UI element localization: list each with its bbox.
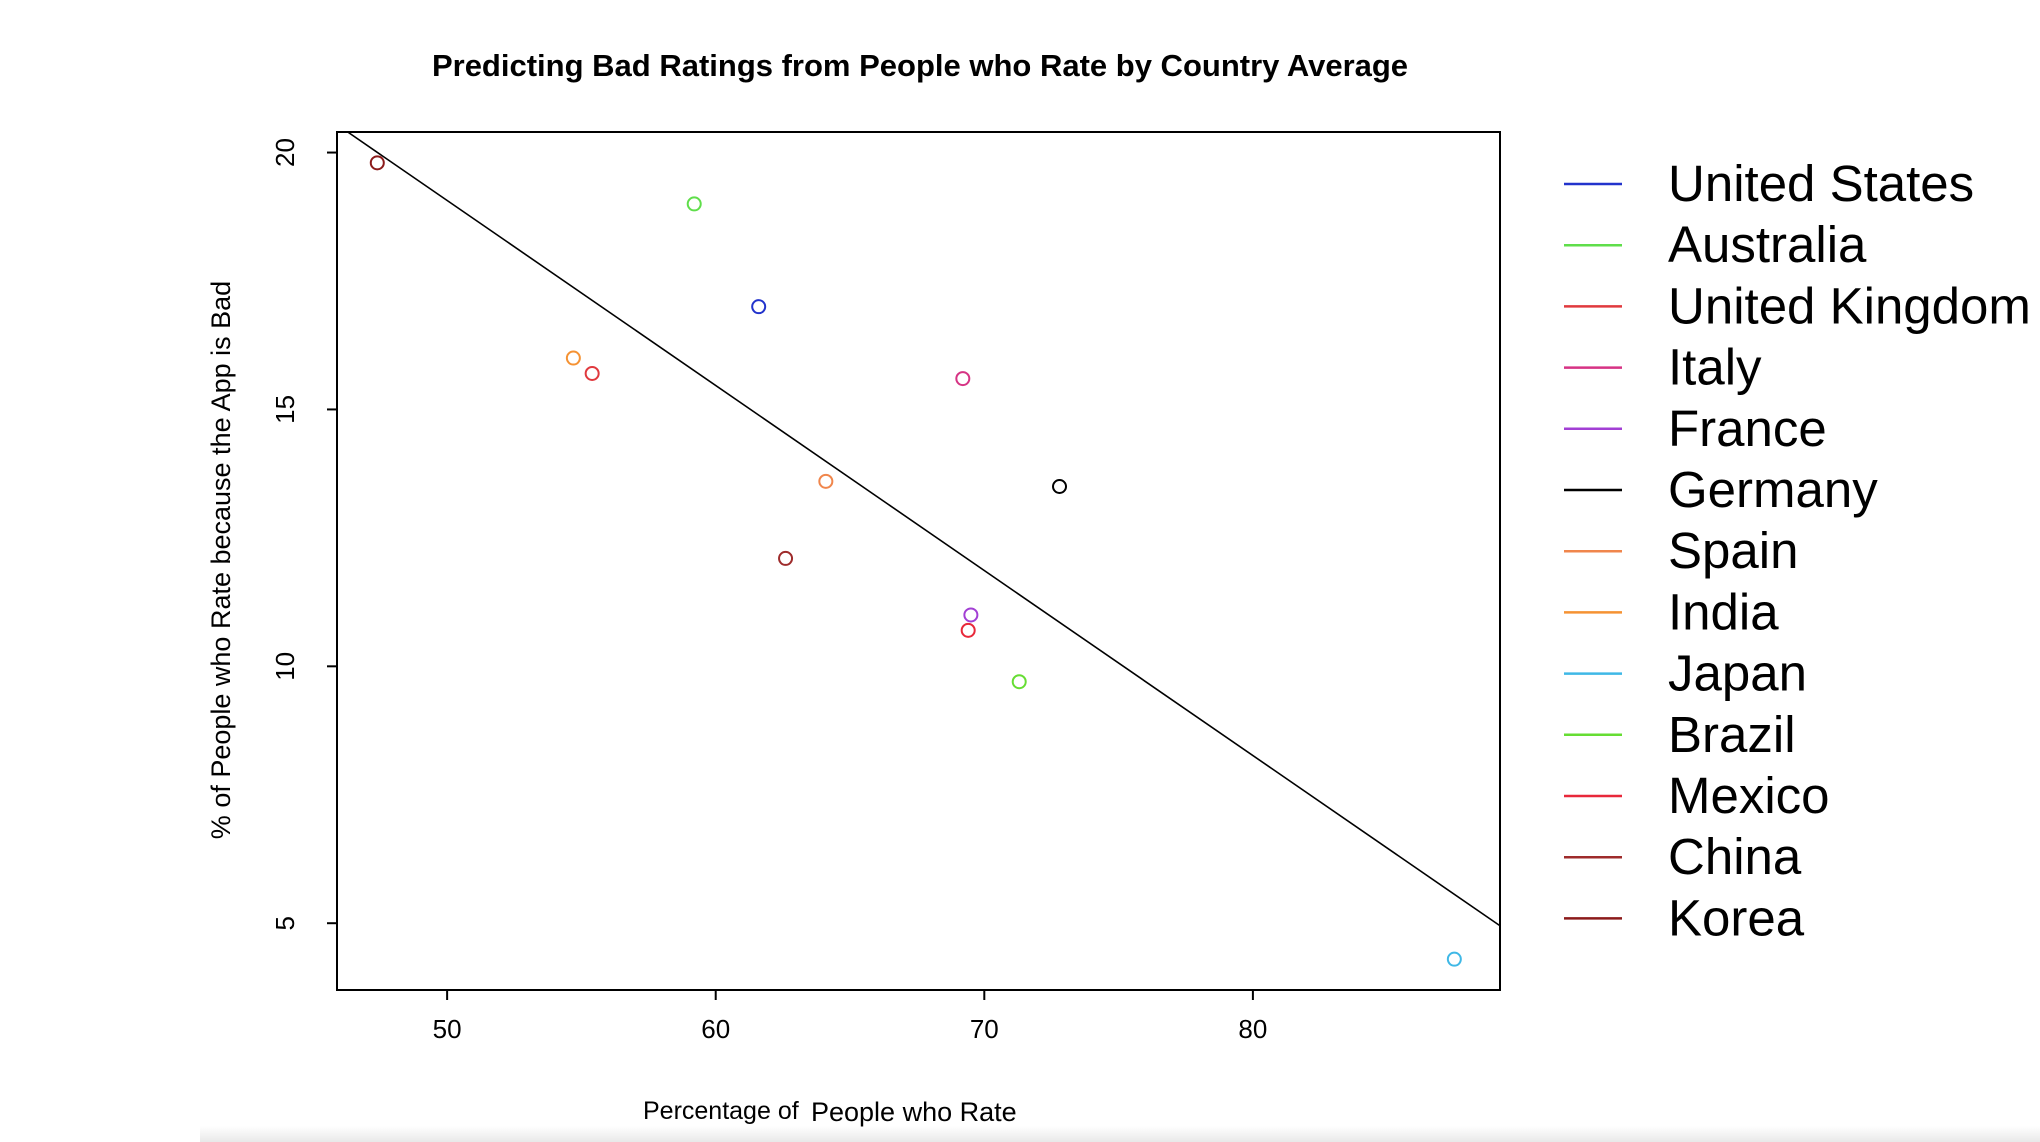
plot-frame — [336, 131, 1501, 991]
legend-label-mexico: Mexico — [1668, 767, 1830, 824]
point-italy — [955, 371, 971, 387]
point-india — [565, 350, 581, 366]
x-tick-label: 60 — [701, 1014, 730, 1044]
x-axis-label-prefix: Percentage of — [643, 1097, 799, 1125]
point-united-states — [751, 299, 767, 315]
legend-label-japan: Japan — [1668, 645, 1807, 702]
y-tick-label: 5 — [270, 916, 300, 930]
legend-label-italy: Italy — [1668, 339, 1762, 396]
legend-label-spain: Spain — [1668, 522, 1798, 579]
point-germany — [1052, 479, 1068, 495]
regression-line — [347, 131, 1501, 927]
legend-label-korea: Korea — [1668, 889, 1805, 946]
x-tick-label: 50 — [433, 1014, 462, 1044]
legend-label-australia: Australia — [1668, 216, 1867, 273]
point-france — [963, 607, 979, 623]
x-tick-label: 70 — [970, 1014, 999, 1044]
y-tick-label: 20 — [270, 138, 300, 167]
x-tick-label: 80 — [1238, 1014, 1267, 1044]
point-china — [778, 550, 794, 566]
legend-label-united-kingdom: United Kingdom — [1668, 277, 2031, 334]
point-korea — [369, 155, 385, 171]
legend-label-germany: Germany — [1668, 461, 1878, 518]
chart-title: Predicting Bad Ratings from People who R… — [432, 48, 1408, 83]
y-tick-label: 10 — [270, 652, 300, 681]
y-tick-label: 15 — [270, 395, 300, 424]
bottom-shadow — [200, 1126, 2040, 1142]
data-points — [369, 155, 1462, 967]
y-axis-label: % of People who Rate because the App is … — [206, 281, 236, 839]
legend-label-united-states: United States — [1668, 155, 1974, 212]
x-axis-label: People who Rate — [811, 1097, 1017, 1127]
point-brazil — [1011, 674, 1027, 690]
y-axis: 5 10 15 20 — [270, 138, 337, 930]
point-united-kingdom — [584, 365, 600, 381]
legend-label-france: France — [1668, 400, 1827, 457]
legend-label-brazil: Brazil — [1668, 706, 1796, 763]
legend-label-india: India — [1668, 583, 1779, 640]
legend-label-china: China — [1668, 828, 1802, 885]
point-mexico — [960, 622, 976, 638]
point-japan — [1446, 951, 1462, 967]
x-axis: 50 60 70 80 — [433, 990, 1267, 1044]
point-australia — [686, 196, 702, 212]
point-spain — [818, 473, 834, 489]
